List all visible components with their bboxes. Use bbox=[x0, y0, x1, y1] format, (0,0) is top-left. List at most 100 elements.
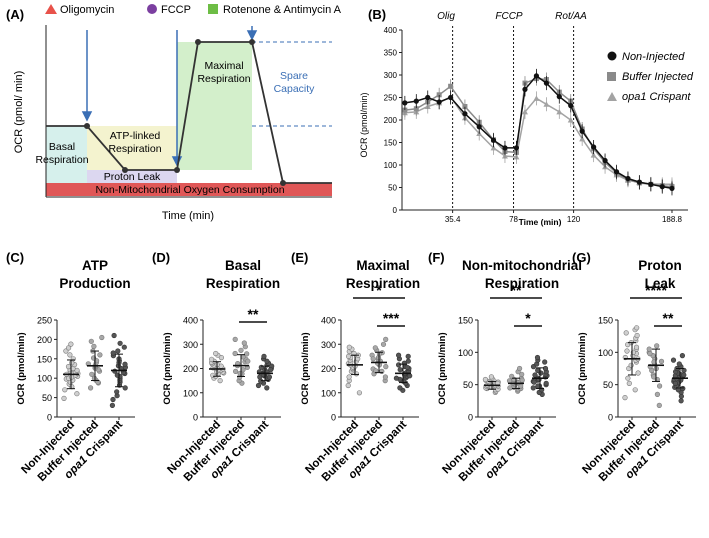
data-point bbox=[522, 86, 528, 92]
data-point bbox=[210, 372, 216, 378]
significance-label: **** bbox=[645, 282, 667, 298]
proton-leak-label: Proton Leak bbox=[104, 171, 161, 183]
y-tick-label: 300 bbox=[321, 340, 336, 350]
strip-title: Non-mitochondrial bbox=[462, 258, 582, 273]
trace-point bbox=[84, 123, 90, 129]
inject-label-fccp: FCCP bbox=[495, 11, 523, 22]
ocr-trace bbox=[46, 41, 332, 184]
data-point bbox=[213, 350, 219, 357]
data-point bbox=[658, 358, 665, 365]
data-point bbox=[530, 385, 536, 391]
legend-buffer-injected: Buffer Injected bbox=[622, 71, 694, 83]
data-point bbox=[383, 364, 389, 370]
data-point bbox=[509, 373, 515, 379]
trace-point bbox=[174, 167, 180, 173]
fccp-circle-icon bbox=[147, 4, 157, 14]
data-point bbox=[397, 385, 403, 391]
significance-label: ** bbox=[248, 306, 259, 322]
x-tick-label: 78 bbox=[509, 215, 518, 224]
data-point bbox=[425, 94, 431, 101]
y-tick-label: 100 bbox=[183, 388, 198, 398]
panel-a: (A) Oligomycin FCCP Rotenone & Antimycin… bbox=[6, 4, 342, 222]
data-point bbox=[651, 374, 657, 380]
data-point bbox=[209, 356, 215, 362]
trace-point bbox=[249, 39, 255, 45]
maximal-label-1: Maximal bbox=[204, 60, 243, 72]
data-point bbox=[109, 402, 115, 409]
data-point bbox=[669, 185, 675, 191]
legend-non-injected: Non-Injected bbox=[622, 51, 685, 63]
y-tick-label: 400 bbox=[384, 26, 398, 35]
y-tick-label: 0 bbox=[468, 413, 473, 423]
atp-label-2: Respiration bbox=[108, 143, 161, 155]
data-point bbox=[402, 107, 408, 113]
data-point bbox=[556, 94, 562, 100]
data-point bbox=[218, 355, 224, 361]
data-point bbox=[111, 332, 117, 339]
data-point bbox=[122, 361, 128, 367]
data-point bbox=[532, 372, 538, 378]
data-point bbox=[380, 341, 387, 347]
data-point bbox=[659, 184, 665, 190]
data-point bbox=[241, 340, 247, 346]
legend-marker-square bbox=[607, 72, 616, 81]
y-tick-label: 50 bbox=[463, 380, 473, 390]
data-point bbox=[543, 80, 550, 86]
legend-rotenone: Rotenone & Antimycin A bbox=[223, 4, 342, 16]
data-point bbox=[404, 364, 410, 370]
y-tick-label: 200 bbox=[384, 116, 398, 125]
data-point bbox=[65, 345, 72, 351]
inject-label-rotaa: Rot/AA bbox=[555, 11, 587, 22]
legend-marker-circle bbox=[607, 51, 617, 61]
trace-points bbox=[84, 39, 286, 186]
y-tick-label: 150 bbox=[384, 139, 398, 148]
panel-e-label: (E) bbox=[291, 250, 308, 265]
y-tick-label: 0 bbox=[608, 413, 613, 423]
data-point bbox=[568, 103, 574, 109]
data-point bbox=[579, 135, 586, 142]
data-point bbox=[633, 344, 640, 350]
legend-crispant: opa1 Crispant bbox=[622, 91, 691, 103]
panel-g-label: (G) bbox=[572, 250, 591, 265]
data-point bbox=[656, 383, 663, 389]
data-point bbox=[68, 341, 74, 347]
strip-title: ATP bbox=[82, 258, 108, 273]
data-point bbox=[268, 367, 274, 373]
data-point bbox=[656, 402, 662, 409]
panel-b: (B) OCR (pmol/min) Time (min) Olig FCCP … bbox=[359, 7, 694, 227]
data-point bbox=[351, 350, 357, 357]
y-tick-label: 250 bbox=[37, 316, 52, 326]
data-point bbox=[634, 325, 640, 331]
data-point bbox=[346, 344, 352, 350]
data-point bbox=[436, 99, 442, 105]
data-point bbox=[405, 353, 411, 360]
data-point bbox=[579, 128, 585, 134]
y-tick-label: 100 bbox=[598, 348, 613, 358]
data-point bbox=[542, 365, 549, 372]
data-point bbox=[462, 104, 468, 109]
y-tick-label: 400 bbox=[183, 316, 198, 326]
data-point bbox=[232, 336, 238, 343]
data-point bbox=[396, 362, 402, 368]
data-point bbox=[114, 372, 120, 378]
data-point bbox=[257, 374, 263, 380]
data-point bbox=[535, 367, 541, 374]
y-tick-label: 150 bbox=[598, 316, 613, 326]
data-point bbox=[506, 378, 513, 384]
data-point bbox=[482, 376, 489, 383]
oligomycin-triangle-icon bbox=[45, 4, 57, 14]
trace-point bbox=[280, 180, 286, 186]
strip-y-label: OCR (pmol/min) bbox=[437, 332, 448, 404]
data-point bbox=[115, 348, 121, 354]
data-point bbox=[622, 395, 628, 401]
data-point bbox=[634, 332, 640, 339]
data-point bbox=[436, 92, 442, 98]
panel-a-y-label: OCR (pmol/ min) bbox=[13, 71, 25, 154]
y-tick-label: 0 bbox=[193, 413, 198, 423]
panel-b-y-label: OCR (pmol/min) bbox=[359, 92, 369, 157]
data-point bbox=[636, 179, 642, 185]
legend-marker-triangle bbox=[607, 92, 617, 101]
data-point bbox=[654, 391, 661, 398]
data-point bbox=[648, 181, 654, 187]
data-point bbox=[624, 348, 630, 354]
